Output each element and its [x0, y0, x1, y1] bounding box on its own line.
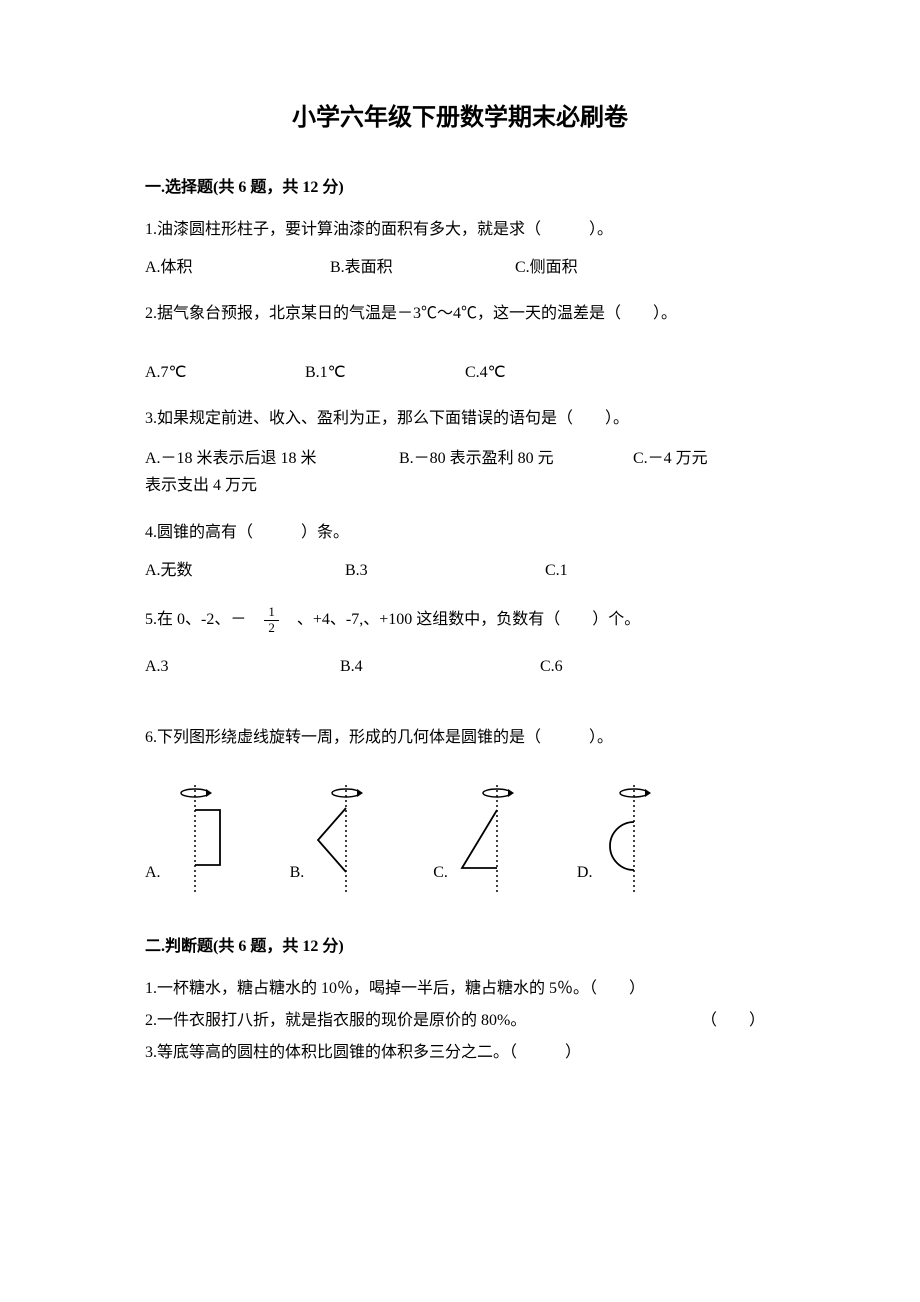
- q1-option-b[interactable]: B.表面积: [330, 256, 515, 280]
- shape-b-icon: [308, 780, 378, 900]
- q5-option-c[interactable]: C.6: [540, 655, 700, 679]
- tf2-text: 2.一件衣服打八折，就是指衣服的现价是原价的 80%。: [145, 1009, 526, 1033]
- q4-text: 4.圆锥的高有（ ）条。: [145, 521, 775, 545]
- q6-label-c: C.: [433, 861, 448, 885]
- q6-option-a[interactable]: A.: [145, 780, 235, 900]
- fraction-denominator: 2: [264, 621, 279, 635]
- q2-option-b[interactable]: B.1℃: [305, 361, 465, 385]
- q6-option-d[interactable]: D.: [577, 780, 667, 900]
- section2-header: 二.判断题(共 6 题，共 12 分): [145, 935, 775, 959]
- q6-options: A. B. C.: [145, 780, 775, 900]
- q4-option-a[interactable]: A.无数: [145, 559, 345, 583]
- q1-option-c[interactable]: C.侧面积: [515, 256, 700, 280]
- shape-c-icon: [452, 780, 522, 900]
- question-6: 6.下列图形绕虚线旋转一周，形成的几何体是圆锥的是（ ）。 A. B.: [145, 726, 775, 900]
- q6-option-b[interactable]: B.: [290, 780, 379, 900]
- question-1: 1.油漆圆柱形柱子，要计算油漆的面积有多大，就是求（ ）。 A.体积 B.表面积…: [145, 218, 775, 280]
- q5-options: A.3 B.4 C.6: [145, 655, 775, 679]
- q2-text: 2.据气象台预报，北京某日的气温是－3℃～4℃，这一天的温差是（ ）。: [145, 302, 775, 326]
- q5-text: 5.在 0、-2、－ 1 2 、+4、-7,、+100 这组数中，负数有（ ）个…: [145, 605, 775, 635]
- page-title: 小学六年级下册数学期末必刷卷: [145, 100, 775, 136]
- q4-options: A.无数 B.3 C.1: [145, 559, 775, 583]
- q5-option-b[interactable]: B.4: [340, 655, 540, 679]
- q6-label-a: A.: [145, 861, 161, 885]
- section1-header: 一.选择题(共 6 题，共 12 分): [145, 176, 775, 200]
- q5-text-pre: 5.在 0、-2、－: [145, 608, 262, 632]
- q4-option-c[interactable]: C.1: [545, 559, 705, 583]
- tf2-paren[interactable]: （ ）: [701, 1009, 765, 1033]
- question-3: 3.如果规定前进、收入、盈利为正，那么下面错误的语句是（ ）。 A.－18 米表…: [145, 407, 775, 499]
- tf1-text: 1.一杯糖水，糖占糖水的 10％，喝掉一半后，糖占糖水的 5％。（ ）: [145, 977, 645, 1001]
- tf-question-2: 2.一件衣服打八折，就是指衣服的现价是原价的 80%。 （ ）: [145, 1009, 775, 1033]
- q3-option-a[interactable]: A.－18 米表示后退 18 米: [145, 445, 395, 472]
- q6-text: 6.下列图形绕虚线旋转一周，形成的几何体是圆锥的是（ ）。: [145, 726, 775, 750]
- q1-options: A.体积 B.表面积 C.侧面积: [145, 256, 775, 280]
- tf-question-3: 3.等底等高的圆柱的体积比圆锥的体积多三分之二。（ ）: [145, 1041, 775, 1065]
- q2-option-a[interactable]: A.7℃: [145, 361, 305, 385]
- fraction-numerator: 1: [264, 605, 279, 620]
- q3-option-b[interactable]: B.－80 表示盈利 80 元: [399, 445, 629, 472]
- q2-options: A.7℃ B.1℃ C.4℃: [145, 361, 775, 385]
- q6-option-c[interactable]: C.: [433, 780, 522, 900]
- q5-text-post: 、+4、-7,、+100 这组数中，负数有（ ）个。: [281, 608, 640, 632]
- question-2: 2.据气象台预报，北京某日的气温是－3℃～4℃，这一天的温差是（ ）。 A.7℃…: [145, 302, 775, 385]
- q6-label-b: B.: [290, 861, 305, 885]
- tf-question-1: 1.一杯糖水，糖占糖水的 10％，喝掉一半后，糖占糖水的 5％。（ ）: [145, 977, 775, 1001]
- q2-option-c[interactable]: C.4℃: [465, 361, 625, 385]
- shape-a-icon: [165, 780, 235, 900]
- q4-option-b[interactable]: B.3: [345, 559, 545, 583]
- shape-d-icon: [596, 780, 666, 900]
- q3-option-c-cont: 表示支出 4 万元: [145, 472, 775, 499]
- q3-options: A.－18 米表示后退 18 米 B.－80 表示盈利 80 元 C.－4 万元…: [145, 445, 775, 499]
- q6-label-d: D.: [577, 861, 593, 885]
- q3-option-c[interactable]: C.－4 万元: [633, 450, 708, 467]
- q1-text: 1.油漆圆柱形柱子，要计算油漆的面积有多大，就是求（ ）。: [145, 218, 775, 242]
- question-5: 5.在 0、-2、－ 1 2 、+4、-7,、+100 这组数中，负数有（ ）个…: [145, 605, 775, 679]
- q1-option-a[interactable]: A.体积: [145, 256, 330, 280]
- question-4: 4.圆锥的高有（ ）条。 A.无数 B.3 C.1: [145, 521, 775, 583]
- q3-text: 3.如果规定前进、收入、盈利为正，那么下面错误的语句是（ ）。: [145, 407, 775, 431]
- tf3-text: 3.等底等高的圆柱的体积比圆锥的体积多三分之二。（ ）: [145, 1041, 581, 1065]
- fraction-icon: 1 2: [264, 605, 279, 635]
- q5-option-a[interactable]: A.3: [145, 655, 340, 679]
